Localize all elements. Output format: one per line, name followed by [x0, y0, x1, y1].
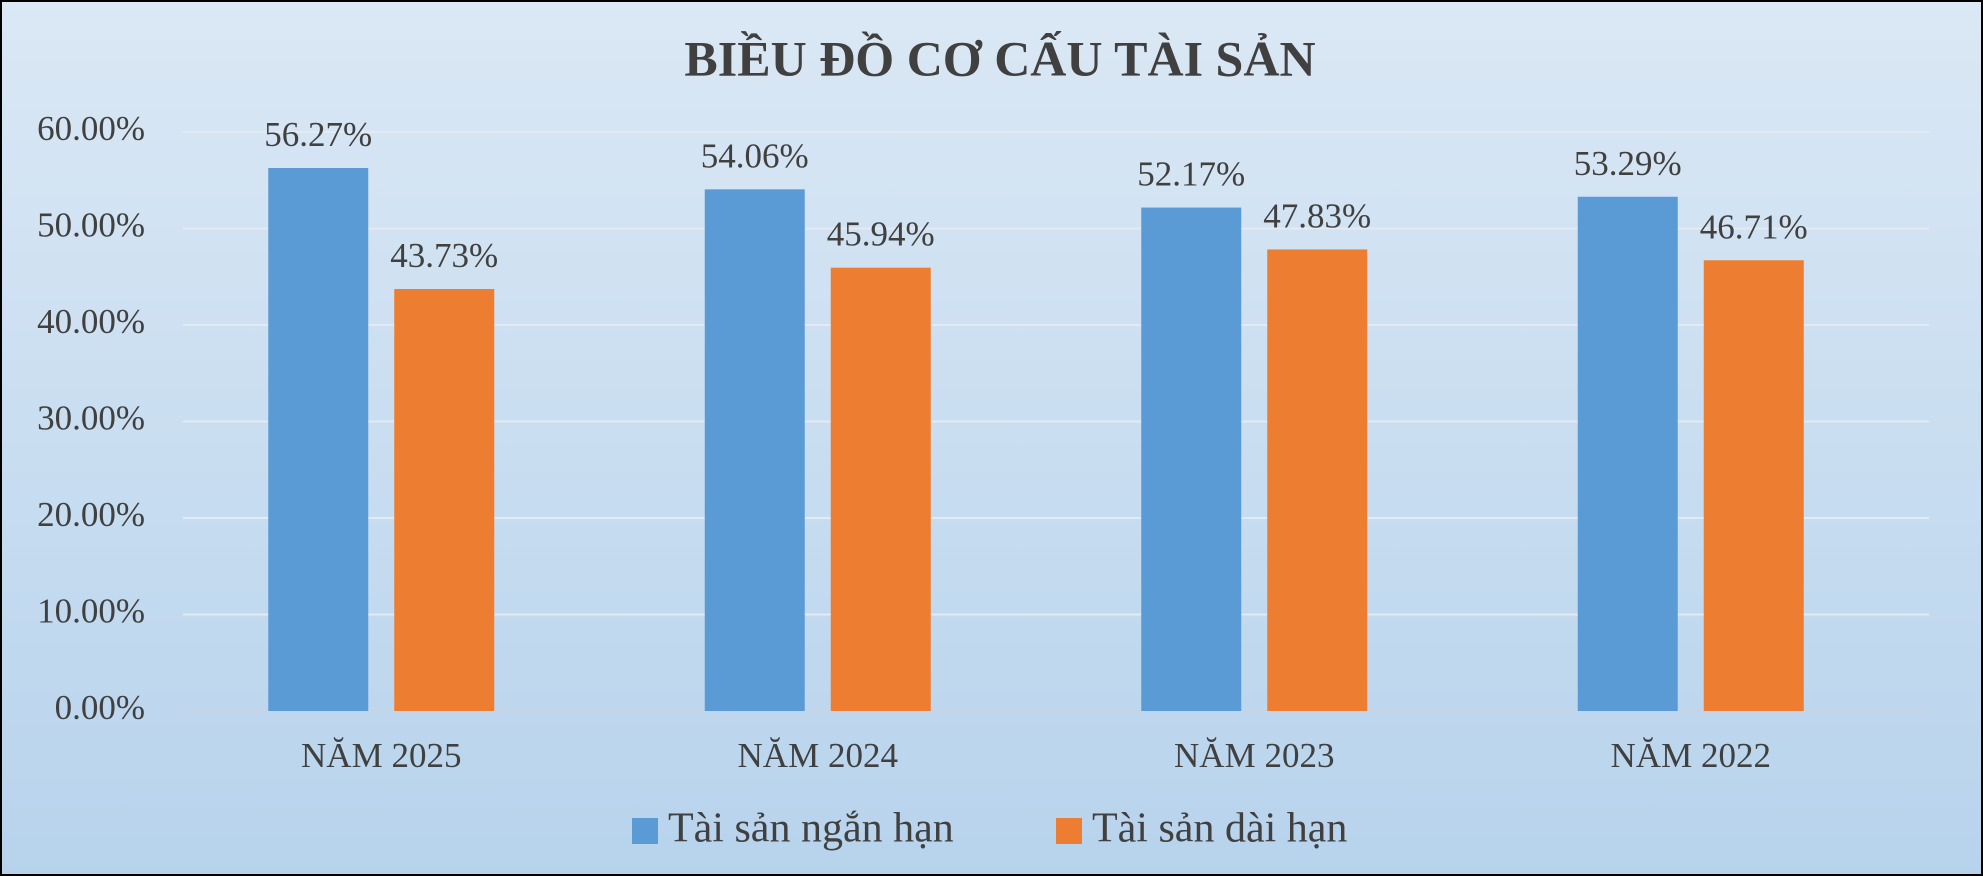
y-tick-label: 30.00%: [37, 399, 145, 438]
bar: [1141, 207, 1242, 711]
legend-label: Tài sản ngắn hạn: [668, 806, 954, 852]
bar: [394, 289, 495, 711]
bar: [268, 167, 369, 711]
data-label: 47.83%: [1263, 196, 1371, 235]
legend-swatch: [632, 818, 658, 844]
x-tick-label: NĂM 2023: [1174, 736, 1334, 775]
data-label: 52.17%: [1137, 155, 1245, 194]
bar: [704, 189, 805, 712]
bar: [1703, 260, 1804, 711]
legend-swatch: [1056, 818, 1082, 844]
data-label: 43.73%: [390, 236, 498, 275]
data-label: 45.94%: [827, 215, 935, 254]
x-tick-label: NĂM 2024: [738, 736, 898, 775]
chart-title: BIỀU ĐỒ CƠ CẤU TÀI SẢN: [684, 29, 1315, 86]
x-tick-label: NĂM 2025: [301, 736, 461, 775]
data-label: 54.06%: [701, 136, 809, 175]
y-tick-label: 0.00%: [55, 688, 145, 727]
y-tick-label: 60.00%: [37, 109, 145, 148]
y-tick-label: 20.00%: [37, 495, 145, 534]
data-label: 46.71%: [1700, 207, 1808, 246]
bar: [1267, 249, 1368, 712]
data-label: 56.27%: [264, 115, 372, 154]
y-tick-label: 50.00%: [37, 206, 145, 245]
data-label: 53.29%: [1574, 144, 1682, 183]
legend-label: Tài sản dài hạn: [1092, 806, 1347, 852]
y-tick-label: 10.00%: [37, 592, 145, 631]
bar: [830, 267, 931, 711]
x-tick-label: NĂM 2022: [1611, 736, 1771, 775]
bar: [1577, 196, 1678, 712]
y-tick-label: 40.00%: [37, 302, 145, 341]
